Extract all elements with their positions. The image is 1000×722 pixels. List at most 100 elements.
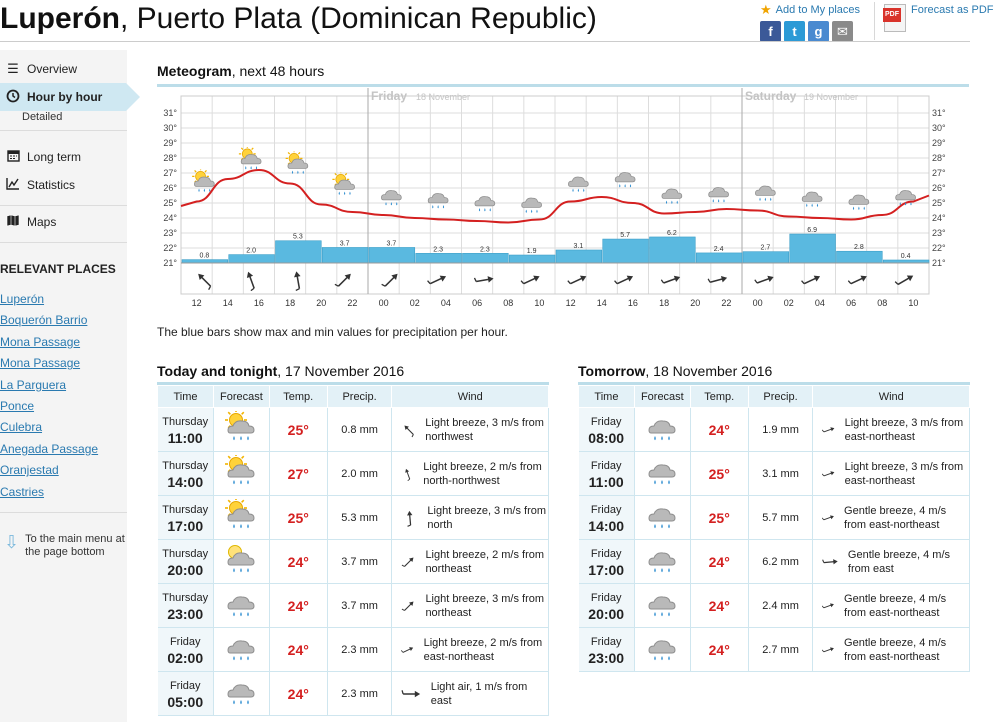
wind-cell: Light breeze, 3 m/s from east-northeast	[812, 407, 970, 452]
wind-arrow-head	[409, 646, 414, 651]
raindrop-icon	[583, 188, 585, 192]
meteogram-weather-symbol	[895, 190, 916, 206]
temperature-cell: 24°	[269, 583, 328, 628]
wind-content: Light breeze, 3 m/s from northwest	[393, 416, 547, 444]
relevant-place-link[interactable]: Castries	[0, 484, 45, 499]
cloud-rain-icon	[848, 194, 870, 210]
today-title-rest: , 17 November 2016	[277, 363, 405, 379]
temperature-cell: 25°	[690, 451, 749, 496]
raindrop-icon	[240, 700, 243, 705]
table-row: Thursday 17:00 25° 5.3 mm Light breeze, 3 m/…	[157, 495, 549, 540]
meteogram-weather-symbol	[285, 151, 309, 174]
sidebar-item-long-term[interactable]: Long term	[0, 143, 127, 171]
precipitation-cell: 3.7 mm	[327, 583, 393, 628]
sidebar-item-overview[interactable]: ☰ Overview	[0, 55, 127, 83]
relevant-place-link[interactable]: La Parguera	[0, 377, 67, 392]
column-header: Precip.	[747, 385, 814, 408]
meteogram-wind-arrow	[381, 273, 398, 287]
wind-arrow-head	[405, 468, 410, 473]
sidebar-item-hour-by-hour[interactable]: Hour by hour	[0, 83, 140, 111]
y-tick-label-right: 24°	[932, 213, 946, 223]
y-tick-label-left: 27°	[163, 168, 177, 178]
precip-bar	[742, 251, 790, 264]
forecast-pdf-link[interactable]: PDF Forecast as PDF	[883, 4, 1000, 32]
precip-bar	[789, 233, 836, 264]
forecast-cell	[634, 583, 691, 628]
table-row: Thursday 20:00 24° 3.7 mm Light breeze, 2 m/…	[157, 539, 549, 584]
raindrop-icon	[233, 524, 236, 529]
raindrop-icon	[489, 208, 491, 212]
sidebar-item-statistics[interactable]: Statistics	[0, 171, 127, 199]
twitter-share-icon[interactable]: t	[784, 21, 805, 42]
sidebar-divider	[0, 512, 127, 513]
wind-arrow-head	[830, 514, 835, 519]
time-cell: Thursday 14:00	[157, 451, 214, 496]
wind-arrow-rotation	[822, 602, 835, 608]
wind-arrow-rotation	[401, 689, 421, 697]
sidebar-item-label: Overview	[27, 62, 78, 76]
row-day: Thursday	[162, 503, 209, 516]
wind-description: Light breeze, 3 m/s from east-northeast	[844, 416, 964, 443]
relevant-place-link[interactable]: Boquerón Barrio	[0, 313, 88, 328]
forecast-cell	[634, 627, 691, 672]
wind-arrow-rotation	[402, 600, 414, 611]
raindrop-icon	[247, 656, 250, 661]
day-date-label: 18 November	[416, 92, 470, 102]
wind-arrow-barb	[707, 278, 711, 283]
wind-arrow-icon	[198, 273, 212, 291]
table-row: Friday 17:00 24° 6.2 mm Gentle breeze, 4 m/s…	[578, 539, 970, 584]
x-tick-label: 22	[721, 298, 731, 308]
relevant-place-link[interactable]: Luperón	[0, 292, 45, 306]
wind-arrow-rotation	[822, 646, 835, 652]
relevant-place-link[interactable]: Oranjestad	[0, 463, 59, 478]
to-main-menu-link[interactable]: ⇩ To the main menu at the page bottom	[4, 533, 128, 559]
relevant-place-link[interactable]: Ponce	[0, 399, 35, 413]
wind-arrow-head	[579, 275, 587, 282]
wind-description: Gentle breeze, 4 m/s from east-northeast	[844, 504, 947, 531]
cloud-icon	[427, 193, 449, 204]
raindrop-icon	[619, 184, 621, 188]
cloud-rain-icon	[227, 640, 255, 661]
y-tick-label-left: 28°	[163, 153, 177, 163]
sidebar-subitem-detailed[interactable]: Detailed	[22, 111, 63, 123]
meteogram-weather-symbol	[614, 172, 636, 188]
relevant-place-link[interactable]: Culebra	[0, 420, 43, 435]
raindrop-icon	[245, 166, 247, 170]
time-cell: Friday 08:00	[578, 407, 635, 452]
time-cell: Thursday 17:00	[157, 495, 214, 540]
cloud-icon	[227, 464, 255, 478]
wind-arrow-icon	[401, 646, 414, 653]
x-tick-label: 12	[566, 298, 576, 308]
email-share-icon[interactable]: ✉	[832, 21, 853, 42]
row-day: Thursday	[162, 547, 209, 560]
raindrop-icon	[661, 480, 664, 485]
x-tick-label: 16	[254, 298, 264, 308]
y-tick-label-left: 22°	[163, 243, 177, 253]
sidebar-item-maps[interactable]: Maps	[0, 208, 127, 236]
forecast-cell	[634, 407, 691, 452]
wind-description: Light air, 1 m/s from east	[430, 680, 528, 707]
relevant-place-link[interactable]: Mona Passage	[0, 356, 81, 371]
relevant-place-link[interactable]: Anegada Passage	[0, 441, 99, 456]
wind-arrow-head	[439, 275, 447, 282]
google-share-icon[interactable]: g	[808, 21, 829, 42]
wind-arrow-icon	[754, 275, 774, 284]
wind-arrow-barb	[402, 564, 406, 567]
wind-arrow-head	[767, 275, 774, 282]
wind-arrow-rotation	[246, 271, 255, 291]
add-to-my-places-link[interactable]: ★ Add to My places	[760, 2, 870, 18]
precipitation-cell: 5.3 mm	[327, 495, 393, 540]
meteogram-rule	[157, 84, 969, 87]
meteogram-chart: 31° 31° 30° 30° 29° 29° 28° 28° 27° 27° 26° 26° 25° 2…	[163, 88, 946, 308]
relevant-place-link[interactable]: Mona Passage	[0, 334, 81, 349]
wind-arrow-icon	[381, 273, 398, 287]
raindrop-icon	[811, 203, 813, 207]
facebook-share-icon[interactable]: f	[760, 21, 781, 42]
wind-arrow-barb	[847, 280, 852, 285]
wind-arrow-icon	[822, 426, 835, 432]
cloud-rain-icon	[661, 188, 683, 204]
sidebar-divider	[0, 242, 127, 243]
y-tick-label-right: 28°	[932, 153, 946, 163]
precip-value-label: 0.8	[200, 253, 210, 260]
wind-cell: Gentle breeze, 4 m/s from east-northeast	[812, 583, 970, 628]
